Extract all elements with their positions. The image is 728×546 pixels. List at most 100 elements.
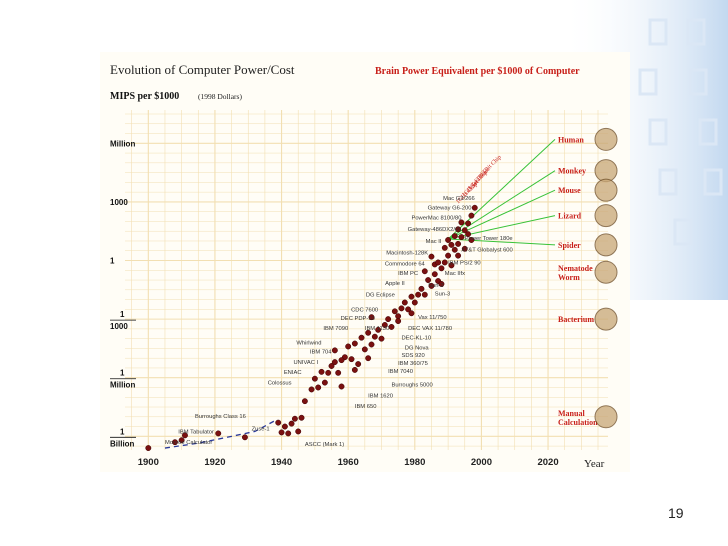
machine-label: Burroughs 5000 bbox=[391, 383, 432, 389]
data-point bbox=[468, 212, 475, 219]
organism-illustration bbox=[594, 204, 618, 228]
chart-figure: 1GHz Chip 1GB/Sec 1 Teraflop 1TB/sec 1TBit C… bbox=[100, 52, 630, 472]
data-point bbox=[431, 271, 438, 278]
x-tick-label: 1960 bbox=[338, 457, 359, 468]
data-point bbox=[438, 281, 445, 287]
organism-illustration bbox=[594, 233, 618, 257]
machine-label: Apple II bbox=[385, 281, 405, 287]
data-point bbox=[321, 379, 328, 386]
data-point bbox=[455, 252, 462, 259]
data-point bbox=[278, 429, 285, 436]
data-point bbox=[285, 430, 292, 437]
machine-label: UNIVAC I bbox=[293, 360, 318, 366]
machine-label: Mac G3/266 bbox=[443, 196, 475, 202]
data-point bbox=[461, 245, 468, 252]
organism-illustration bbox=[594, 307, 618, 331]
data-point bbox=[401, 299, 408, 306]
machine-label: Gateway G6-200 bbox=[428, 206, 472, 212]
data-point bbox=[381, 322, 388, 328]
machine-label: Burroughs Class 16 bbox=[195, 414, 246, 420]
data-point bbox=[441, 244, 448, 251]
data-point bbox=[318, 368, 325, 375]
data-point bbox=[421, 268, 428, 275]
organism-illustration bbox=[594, 405, 618, 429]
machine-label: DEC VAX 11/780 bbox=[408, 326, 452, 332]
data-point bbox=[281, 423, 288, 430]
organism-column: Human Monkey Mouse Lizard Spider NematodeWorm… bbox=[558, 127, 618, 429]
data-point bbox=[338, 357, 345, 364]
data-point bbox=[295, 428, 302, 435]
machine-label: Sun-3 bbox=[435, 292, 450, 298]
data-point bbox=[365, 355, 372, 362]
y-tick-denominator: Million bbox=[110, 381, 135, 390]
data-point bbox=[311, 375, 318, 382]
organism-illustration bbox=[594, 159, 618, 183]
y-tick-numerator: 1 bbox=[120, 369, 125, 378]
y-tick-numerator: 1 bbox=[120, 427, 125, 436]
chart-grid bbox=[125, 110, 608, 450]
data-point bbox=[388, 323, 395, 330]
machine-label: Commodore 64 bbox=[385, 261, 426, 267]
organism-label: Monkey bbox=[558, 167, 586, 176]
machine-label: PowerMac 8100/80 bbox=[411, 215, 461, 221]
data-point bbox=[428, 253, 435, 260]
y-axis-label: MIPS per $1000 bbox=[110, 91, 179, 102]
machine-label: Colossus bbox=[268, 381, 292, 387]
machine-label: CDC 7600 bbox=[351, 307, 378, 313]
data-point bbox=[331, 347, 338, 354]
machine-label: Macintosh-128K bbox=[386, 251, 428, 257]
data-point bbox=[315, 384, 322, 391]
data-point bbox=[308, 386, 315, 393]
x-tick-label: 2000 bbox=[471, 457, 492, 468]
machine-label: DEC PDP-10 bbox=[341, 316, 375, 322]
data-point bbox=[358, 334, 365, 341]
machine-label: IBM 1620 bbox=[368, 393, 393, 399]
x-tick-label: 1940 bbox=[271, 457, 292, 468]
data-point bbox=[395, 313, 402, 320]
organism-label: Manual bbox=[558, 409, 585, 418]
organism-label: Human bbox=[558, 135, 584, 144]
y-tick-denominator: 1000 bbox=[110, 322, 128, 331]
data-point bbox=[451, 233, 458, 240]
machine-label: IBM 7090 bbox=[323, 326, 348, 332]
data-point bbox=[448, 262, 455, 269]
data-point bbox=[408, 293, 415, 300]
machine-label: Monroe Calculator bbox=[165, 440, 212, 446]
data-point bbox=[331, 359, 338, 366]
data-point bbox=[355, 361, 362, 367]
x-axis-label: Year bbox=[584, 458, 605, 470]
data-point bbox=[415, 291, 422, 298]
x-tick-label: 2020 bbox=[537, 457, 558, 468]
data-point bbox=[421, 291, 428, 298]
data-point bbox=[361, 346, 368, 353]
data-point bbox=[411, 299, 418, 306]
machine-label: Gateway-486DX2/66 bbox=[408, 227, 462, 233]
machine-label: Whirlwind bbox=[296, 341, 321, 347]
data-point bbox=[178, 437, 185, 444]
data-point bbox=[328, 363, 335, 369]
data-point bbox=[408, 310, 415, 317]
machine-label: IBM 650 bbox=[355, 404, 377, 410]
organism-label-line2: Calculation bbox=[558, 418, 598, 427]
right-title: Brain Power Equivalent per $1000 of Comp… bbox=[375, 66, 580, 77]
machine-label: DG Eclipse bbox=[366, 293, 395, 299]
machine-label: Mac IIfx bbox=[445, 271, 465, 277]
data-point bbox=[371, 333, 378, 340]
data-point bbox=[301, 398, 308, 405]
chart-title: Evolution of Computer Power/Cost bbox=[110, 62, 295, 77]
data-point bbox=[145, 445, 152, 451]
machine-label: AT&T Globalyst 600 bbox=[461, 248, 512, 254]
y-tick-label: 1 bbox=[110, 257, 115, 266]
data-point bbox=[471, 204, 478, 211]
data-point bbox=[458, 234, 465, 241]
data-point bbox=[468, 237, 475, 243]
data-point bbox=[335, 369, 342, 376]
machine-label: IBM Tabulator bbox=[178, 429, 214, 435]
data-point bbox=[368, 314, 375, 321]
organism-label: Bacterium bbox=[558, 315, 594, 324]
data-point bbox=[348, 356, 355, 363]
data-point bbox=[398, 305, 405, 312]
y-tick-denominator: Billion bbox=[110, 439, 135, 448]
slide-number: 19 bbox=[668, 505, 684, 521]
